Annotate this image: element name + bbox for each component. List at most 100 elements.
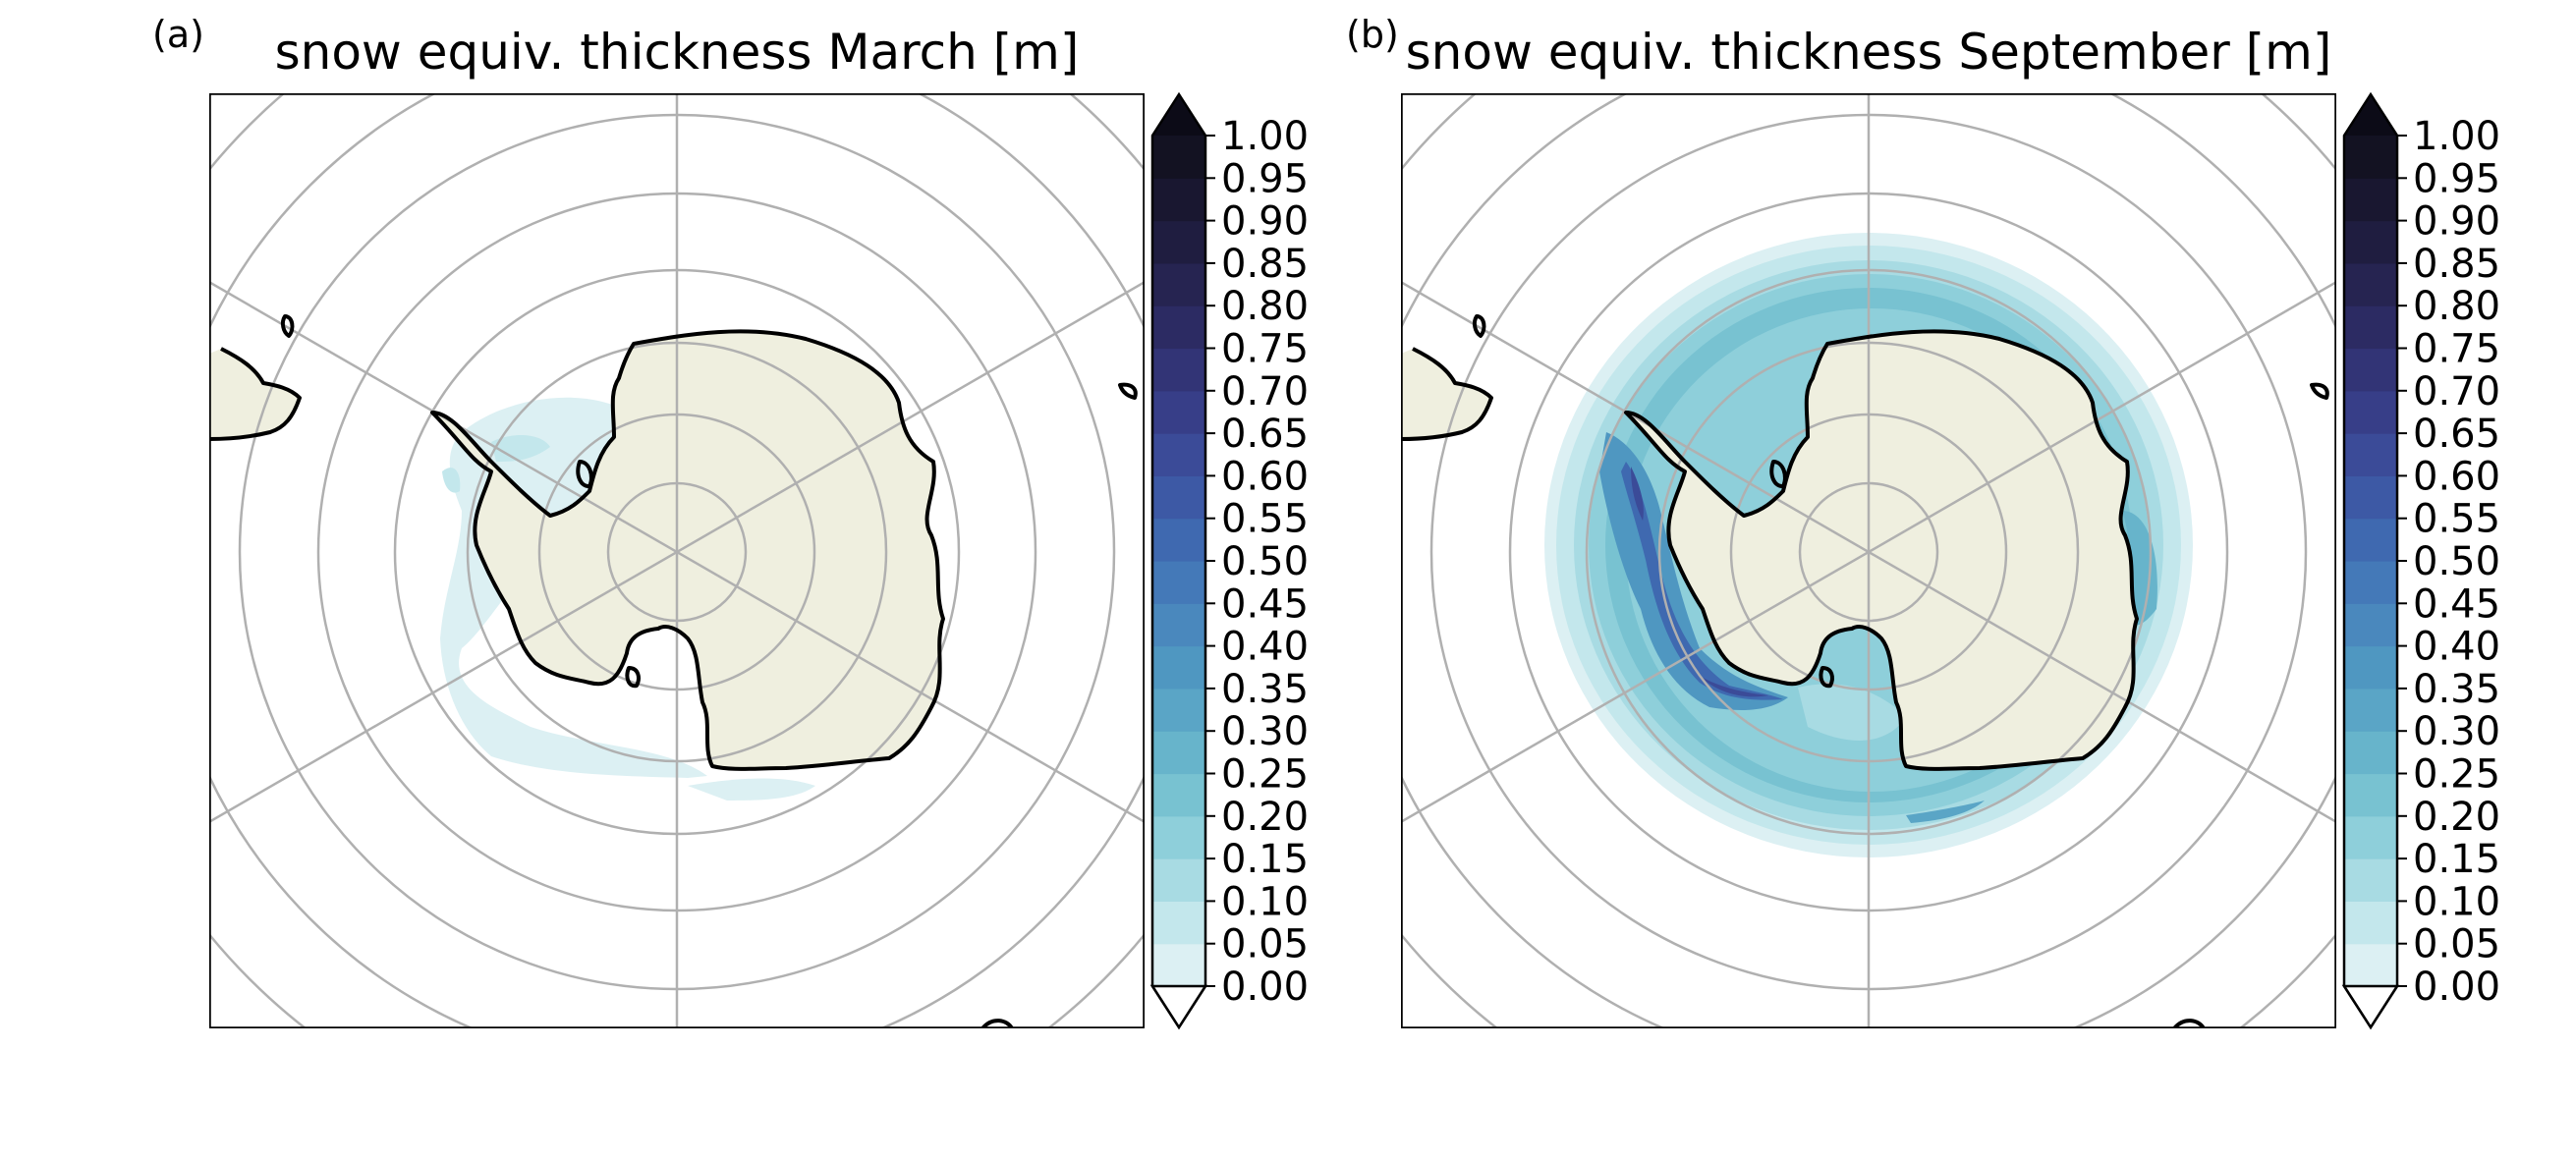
colorbar-bin: [1152, 603, 1205, 647]
colorbar-bin: [1152, 688, 1205, 732]
colorbar-tick-label: 0.35: [1221, 667, 1309, 712]
colorbar-tick-label: 0.65: [1221, 412, 1309, 457]
colorbar-tick-label: 0.15: [2413, 837, 2500, 882]
antarctica-a: [209, 331, 943, 769]
colorbar-tick-label: 0.50: [2413, 539, 2500, 584]
coastline-a: [209, 314, 1138, 1028]
colorbar-bin: [2344, 561, 2397, 604]
colorbar-tick-label: 0.70: [2413, 369, 2500, 414]
colorbar-bin: [2344, 773, 2397, 817]
colorbar-tick-label: 0.60: [2413, 454, 2500, 499]
colorbar-tick-label: 0.30: [2413, 709, 2500, 754]
colorbar-bin: [2344, 645, 2397, 690]
colorbar-tick-label: 0.55: [1221, 497, 1309, 542]
colorbar-tick-label: 0.25: [2413, 752, 2500, 798]
colorbar-tick-label: 0.55: [2413, 497, 2500, 542]
colorbar-tick-label: 0.40: [1221, 625, 1309, 670]
colorbar-bin: [1152, 136, 1205, 179]
colorbar-tick-label: 0.75: [1221, 327, 1309, 372]
colorbar-bin: [2344, 603, 2397, 647]
colorbar-tick-label: 0.85: [1221, 242, 1309, 287]
colorbar-bin: [1152, 645, 1205, 690]
colorbar-bin: [2344, 858, 2397, 902]
colorbar-a: 1.000.950.900.850.800.750.700.650.600.55…: [1149, 91, 1309, 1030]
colorbar-bin: [2344, 815, 2397, 859]
colorbar-tick-label: 0.90: [2413, 199, 2500, 245]
colorbar-bin: [1152, 773, 1205, 817]
colorbar-bin: [2344, 433, 2397, 476]
colorbar-tick-label: 1.00: [2413, 114, 2500, 159]
colorbar-tick-label: 0.35: [2413, 667, 2500, 712]
colorbar-bin: [1152, 305, 1205, 350]
colorbar-bin: [2344, 136, 2397, 179]
colorbar-bin: [1152, 178, 1205, 222]
colorbar-bin: [1152, 731, 1205, 775]
colorbar-bin: [1152, 815, 1205, 859]
colorbar-bin: [2344, 475, 2397, 520]
colorbar-tick-label: 0.00: [2413, 965, 2500, 1010]
colorbar-tick-label: 0.60: [1221, 454, 1309, 499]
colorbar-tick-label: 0.65: [2413, 412, 2500, 457]
colorbar-tick-label: 0.70: [1221, 369, 1309, 414]
colorbar-tick-label: 0.50: [1221, 539, 1309, 584]
colorbar-extend-under: [1149, 984, 1208, 1030]
map-a: [209, 93, 1145, 1028]
colorbar-tick-label: 0.90: [1221, 199, 1309, 245]
colorbar-bin: [2344, 348, 2397, 392]
colorbar-bin: [1152, 901, 1205, 945]
colorbar-tick-label: 0.20: [1221, 795, 1309, 840]
panel-a-label: (a): [152, 13, 204, 56]
colorbar-b: 1.000.950.900.850.800.750.700.650.600.55…: [2341, 91, 2500, 1030]
colorbar-bin: [1152, 220, 1205, 264]
colorbar-tick-label: 0.05: [1221, 922, 1309, 967]
colorbar-tick-label: 0.10: [1221, 879, 1309, 924]
colorbar-tick-label: 0.20: [2413, 795, 2500, 840]
colorbar-extend-over: [1152, 94, 1205, 136]
colorbar-bin: [2344, 220, 2397, 264]
panel-a-title: snow equiv. thickness March [m]: [275, 24, 1080, 81]
colorbar-tick-label: 0.45: [2413, 581, 2500, 627]
colorbar-bin: [2344, 731, 2397, 775]
colorbar-tick-label: 0.45: [1221, 581, 1309, 627]
colorbar-bin: [2344, 305, 2397, 350]
colorbar-extend-over: [2344, 94, 2397, 136]
colorbar-bin: [1152, 390, 1205, 434]
panel-b-title: snow equiv. thickness September [m]: [1406, 24, 2332, 81]
colorbar-bin: [2344, 943, 2397, 987]
colorbar-bin: [1152, 943, 1205, 987]
colorbar-bin: [1152, 433, 1205, 476]
colorbar-tick-label: 0.80: [1221, 284, 1309, 329]
colorbar-tick-label: 0.00: [1221, 965, 1309, 1010]
colorbar-bin: [2344, 390, 2397, 434]
colorbar-tick-label: 0.15: [1221, 837, 1309, 882]
colorbar-bin: [2344, 901, 2397, 945]
colorbar-bin: [1152, 518, 1205, 562]
map-b: [1401, 93, 2336, 1028]
colorbar-tick-label: 0.75: [2413, 327, 2500, 372]
panel-b-label: (b): [1346, 13, 1399, 56]
colorbar-tick-label: 0.05: [2413, 922, 2500, 967]
colorbar-tick-label: 1.00: [1221, 114, 1309, 159]
colorbar-bin: [1152, 858, 1205, 902]
colorbar-bin: [1152, 348, 1205, 392]
colorbar-bin: [2344, 178, 2397, 222]
colorbar-bin: [1152, 561, 1205, 604]
colorbar-bin: [1152, 475, 1205, 520]
colorbar-extend-under: [2341, 984, 2400, 1030]
colorbar-bin: [2344, 262, 2397, 306]
colorbar-bin: [2344, 518, 2397, 562]
colorbar-tick-label: 0.95: [1221, 156, 1309, 201]
colorbar-bin: [2344, 688, 2397, 732]
coastline-b: [1401, 314, 2329, 1028]
colorbar-tick-label: 0.95: [2413, 156, 2500, 201]
colorbar-tick-label: 0.10: [2413, 879, 2500, 924]
panel-b: (b) snow equiv. thickness September [m]: [1346, 13, 2336, 1028]
panel-a: (a) snow equiv. thickness March [m]: [152, 13, 1145, 1028]
colorbar-tick-label: 0.85: [2413, 242, 2500, 287]
colorbar-bin: [1152, 262, 1205, 306]
colorbar-tick-label: 0.80: [2413, 284, 2500, 329]
colorbar-tick-label: 0.25: [1221, 752, 1309, 798]
colorbar-tick-label: 0.40: [2413, 625, 2500, 670]
colorbar-tick-label: 0.30: [1221, 709, 1309, 754]
